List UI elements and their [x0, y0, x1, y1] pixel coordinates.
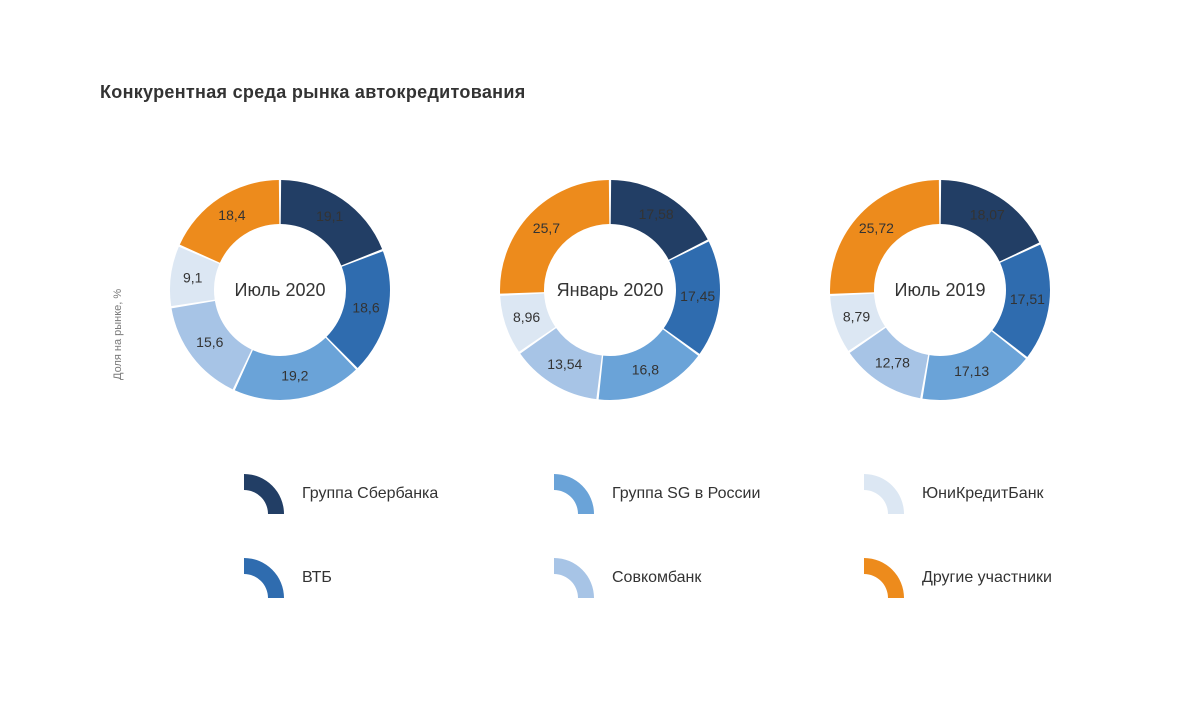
legend-label: Другие участники: [922, 569, 1052, 587]
slice-label: 8,96: [513, 309, 540, 325]
slice-label: 18,6: [352, 299, 379, 315]
legend-item: ВТБ: [240, 554, 530, 602]
slice-label: 17,51: [1010, 291, 1045, 307]
slice-label: 8,79: [843, 309, 870, 325]
slice-label: 12,78: [875, 355, 910, 371]
slice-label: 13,54: [547, 356, 582, 372]
slice-label: 17,13: [954, 363, 989, 379]
legend-label: Совкомбанк: [612, 569, 701, 587]
legend-swatch-icon: [860, 470, 908, 518]
page-title: Конкурентная среда рынка автокредитовани…: [100, 82, 526, 103]
legend-swatch-icon: [860, 554, 908, 602]
legend-swatch-icon: [550, 470, 598, 518]
y-axis-label: Доля на рынке, %: [112, 289, 124, 380]
legend-swatch-icon: [550, 554, 598, 602]
slice-label: 9,1: [183, 269, 203, 285]
donut-chart: 19,118,619,215,69,118,4 Июль 2020: [150, 160, 410, 420]
legend-swatch-arc: [244, 558, 284, 598]
legend-swatch-arc: [554, 474, 594, 514]
charts-row: 19,118,619,215,69,118,4 Июль 2020 17,581…: [150, 160, 1070, 420]
donut-svg: 18,07 17,51 17,13 12,78 8,79 25,72: [810, 160, 1070, 420]
slice-label: 15,6: [196, 334, 223, 350]
donut-chart: 18,0717,5117,1312,788,7925,72 Июль 2019: [810, 160, 1070, 420]
slice-label: 18,4: [218, 207, 245, 223]
legend-swatch-arc: [864, 474, 904, 514]
slice-label: 19,1: [316, 208, 343, 224]
legend: Группа Сбербанка Группа SG в России ЮниК…: [240, 470, 1150, 602]
donut-chart: 17,5817,4516,813,548,9625,7 Январь 2020: [480, 160, 740, 420]
legend-swatch-arc: [864, 558, 904, 598]
slice-label: 25,7: [533, 220, 560, 236]
legend-item: ЮниКредитБанк: [860, 470, 1150, 518]
legend-swatch-icon: [240, 554, 288, 602]
legend-swatch-icon: [240, 470, 288, 518]
legend-swatch-arc: [244, 474, 284, 514]
legend-label: Группа Сбербанка: [302, 485, 438, 503]
legend-item: Совкомбанк: [550, 554, 840, 602]
slice-label: 17,58: [639, 206, 674, 222]
slice-label: 16,8: [632, 361, 659, 377]
legend-label: ЮниКредитБанк: [922, 485, 1044, 503]
slice-label: 25,72: [859, 220, 894, 236]
donut-svg: 17,58 17,45 16,8 13,54 8,96 25,7: [480, 160, 740, 420]
legend-label: ВТБ: [302, 569, 332, 587]
legend-label: Группа SG в России: [612, 485, 760, 503]
legend-swatch-arc: [554, 558, 594, 598]
legend-item: Другие участники: [860, 554, 1150, 602]
page: { "title": { "text": "Конкурентная среда…: [0, 0, 1196, 720]
donut-slice-other: [830, 180, 939, 294]
slice-label: 18,07: [970, 207, 1005, 223]
slice-label: 17,45: [680, 288, 715, 304]
donut-svg: 19,1 18,6 19,2 15,6 9,1 18,4: [150, 160, 410, 420]
donut-slice-other: [500, 180, 609, 294]
slice-label: 19,2: [281, 367, 308, 383]
legend-item: Группа Сбербанка: [240, 470, 530, 518]
legend-item: Группа SG в России: [550, 470, 840, 518]
